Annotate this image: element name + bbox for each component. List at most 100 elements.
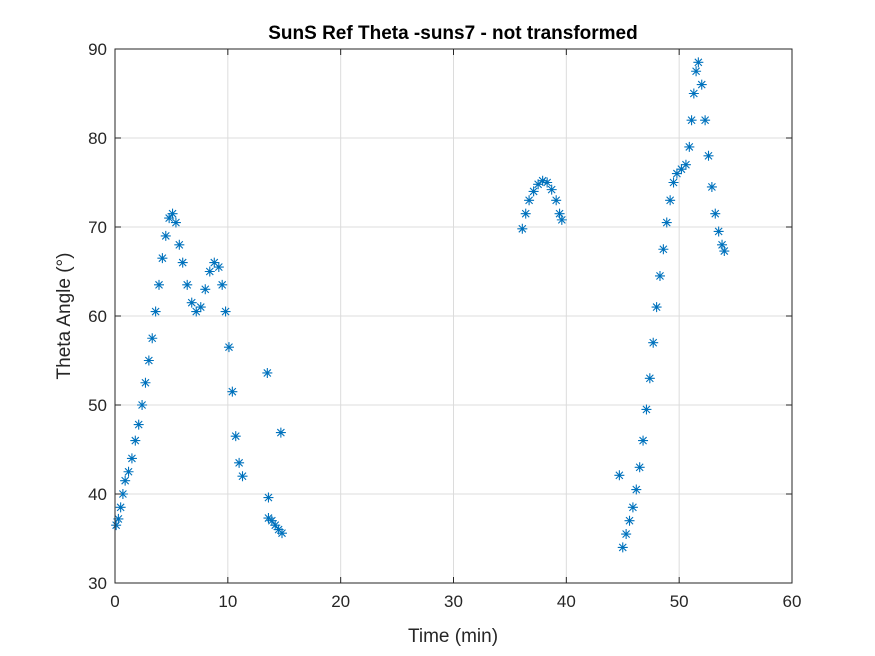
x-axis-label: Time (min) [408, 626, 498, 647]
y-tick-label: 30 [88, 574, 107, 593]
data-point [621, 529, 632, 540]
x-tick-label: 10 [218, 592, 237, 611]
data-point [223, 342, 234, 353]
data-point [693, 57, 704, 68]
data-point [638, 435, 649, 446]
y-tick-label: 90 [88, 40, 107, 59]
data-point [634, 462, 645, 473]
data-point [120, 475, 131, 486]
data-point [700, 115, 711, 126]
data-point [217, 279, 228, 290]
data-point [546, 184, 557, 195]
data-point [703, 150, 714, 161]
data-point [117, 489, 128, 499]
data-point [671, 168, 682, 179]
data-point [186, 297, 197, 308]
data-point [658, 244, 669, 255]
data-point [160, 230, 171, 241]
data-point [688, 88, 699, 99]
data-point [554, 208, 565, 219]
data-point [164, 213, 175, 224]
data-point [200, 284, 211, 295]
data-point [213, 262, 224, 273]
x-tick-label: 40 [557, 592, 576, 611]
chart-title: SunS Ref Theta -suns7 - not transformed [268, 23, 637, 44]
data-point [143, 355, 154, 366]
data-points [111, 57, 730, 553]
data-point [644, 373, 655, 384]
data-point [133, 419, 144, 430]
data-point [627, 502, 638, 513]
data-point [220, 306, 231, 317]
x-tick-label: 30 [444, 592, 463, 611]
data-point [719, 246, 730, 257]
data-point [266, 515, 277, 526]
data-point [150, 306, 161, 317]
data-point [651, 302, 662, 313]
data-point [195, 302, 206, 313]
data-point [680, 159, 691, 170]
grid-lines [115, 49, 792, 583]
x-tick-label: 60 [783, 592, 802, 611]
x-tick-label: 0 [110, 592, 119, 611]
data-point [147, 333, 158, 344]
data-point [113, 513, 124, 524]
data-point [140, 377, 151, 388]
data-point [157, 253, 168, 264]
data-point [263, 492, 274, 503]
data-point [191, 306, 202, 317]
data-point [204, 266, 215, 277]
data-point [111, 520, 122, 531]
data-point [624, 515, 635, 526]
data-point [130, 435, 141, 446]
data-point [661, 217, 672, 228]
data-point [520, 208, 531, 219]
data-point [617, 542, 628, 553]
x-tick-label: 50 [670, 592, 689, 611]
data-point [556, 214, 567, 225]
data-point [177, 257, 188, 268]
data-point [654, 270, 665, 281]
data-point [524, 195, 535, 206]
y-tick-label: 60 [88, 307, 107, 326]
y-tick-label: 50 [88, 396, 107, 415]
data-point [717, 239, 728, 250]
data-point [123, 466, 134, 477]
data-point [276, 528, 287, 539]
data-point [137, 400, 148, 410]
data-point [710, 208, 721, 219]
data-point [270, 520, 281, 531]
data-point [668, 177, 679, 188]
data-point [230, 431, 241, 442]
data-point [542, 177, 553, 188]
data-point [614, 470, 625, 481]
data-point [713, 226, 724, 237]
data-point [551, 195, 562, 206]
data-point [537, 175, 548, 186]
y-tick-label: 80 [88, 129, 107, 148]
data-point [631, 484, 642, 495]
y-axis-label: Theta Angle (°) [54, 253, 75, 380]
data-point [648, 337, 659, 348]
data-point [182, 279, 193, 290]
data-point [227, 386, 238, 397]
data-point [167, 208, 178, 219]
data-point [174, 239, 185, 250]
data-point [115, 502, 126, 513]
y-tick-label: 70 [88, 218, 107, 237]
data-point [686, 115, 697, 126]
y-tick-label: 40 [88, 485, 107, 504]
data-point [275, 427, 286, 438]
data-point [209, 257, 220, 268]
data-point [641, 404, 652, 415]
data-point [691, 66, 702, 77]
data-point [170, 217, 181, 228]
data-point [237, 471, 248, 482]
data-point [684, 141, 695, 152]
data-point [533, 179, 544, 190]
axis-ticks: 0 10 20 30 40 50 60 30 40 50 60 70 80 90 [88, 40, 801, 611]
x-tick-label: 20 [331, 592, 350, 611]
data-point [706, 181, 717, 192]
data-point [154, 279, 165, 290]
